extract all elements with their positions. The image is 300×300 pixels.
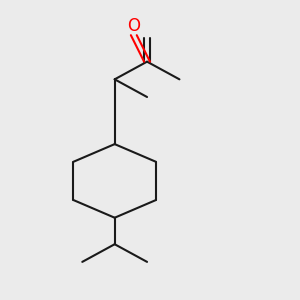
Text: O: O — [127, 17, 140, 35]
